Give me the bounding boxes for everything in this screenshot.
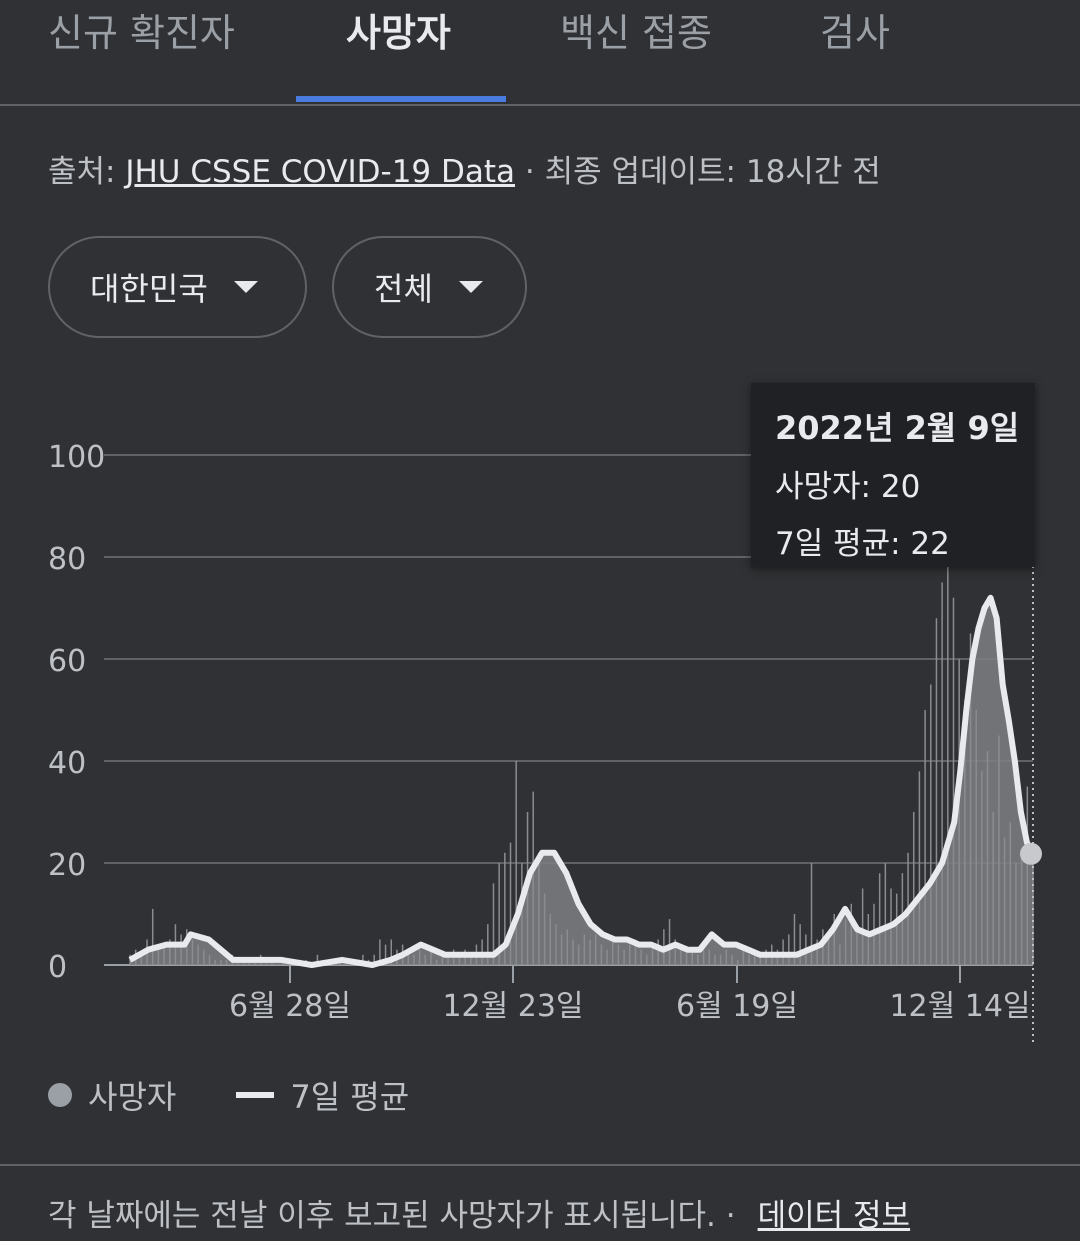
- chart-tooltip: 2022년 2월 9일 사망자: 20 7일 평균: 22: [751, 383, 1035, 567]
- chart-legend: 사망자 7일 평균: [48, 1072, 409, 1118]
- scope-value: 전체: [374, 270, 433, 308]
- scope-dropdown[interactable]: 전체: [332, 236, 527, 338]
- y-tick-label: 100: [48, 440, 105, 475]
- y-tick-label: 60: [48, 644, 86, 679]
- tab-deaths[interactable]: 사망자: [346, 11, 451, 55]
- dropdown-arrow-icon: [458, 281, 483, 293]
- tooltip-date: 2022년 2월 9일: [775, 409, 1020, 447]
- divider: [0, 1164, 1080, 1166]
- y-tick-label: 20: [48, 848, 86, 883]
- deaths-chart[interactable]: 0 20 40 60 80 100 6월 28일 12월 23일 6월 19일 12월 14일: [0, 360, 1080, 1060]
- tab-tests[interactable]: 검사: [820, 11, 890, 55]
- tab-new-cases[interactable]: 신규 확진자: [48, 11, 235, 55]
- y-tick-label: 80: [48, 542, 86, 577]
- source-link[interactable]: JHU CSSE COVID-19 Data: [125, 154, 516, 190]
- hover-point: [1020, 842, 1042, 865]
- average-legend-label: 7일 평균: [290, 1078, 410, 1116]
- data-info-link[interactable]: 데이터 정보: [757, 1198, 911, 1234]
- footer-text: 각 날짜에는 전날 이후 보고된 사망자가 표시됩니다. ·: [48, 1198, 736, 1234]
- x-tick-label: 6월 19일: [676, 989, 798, 1024]
- y-tick-label: 40: [48, 746, 86, 781]
- deaths-legend-label: 사망자: [88, 1078, 177, 1116]
- active-tab-indicator: [296, 96, 506, 102]
- x-tick-label: 6월 28일: [229, 989, 351, 1024]
- average-legend-marker: [236, 1092, 275, 1098]
- x-tick-label: 12월 14일: [889, 989, 1030, 1024]
- source-line: 출처: JHU CSSE COVID-19 Data · 최종 업데이트: 18…: [48, 146, 881, 191]
- deaths-legend-marker: [48, 1083, 72, 1107]
- tooltip-average: 7일 평균: 22: [775, 526, 950, 562]
- x-tick-label: 12월 23일: [442, 989, 583, 1024]
- footer-note: 각 날짜에는 전날 이후 보고된 사망자가 표시됩니다. · 데이터 정보: [48, 1190, 910, 1235]
- region-dropdown[interactable]: 대한민국: [48, 236, 307, 338]
- dropdown-arrow-icon: [233, 281, 258, 293]
- region-value: 대한민국: [90, 270, 208, 308]
- last-updated: · 최종 업데이트: 18시간 전: [515, 154, 881, 190]
- tab-bar: 신규 확진자 사망자 백신 접종 검사: [0, 0, 1080, 106]
- tab-vaccinations[interactable]: 백신 접종: [560, 11, 712, 55]
- tooltip-deaths: 사망자: 20: [775, 469, 921, 505]
- seven-day-average-line: [128, 594, 1036, 968]
- source-prefix: 출처:: [48, 154, 126, 190]
- y-tick-label: 0: [48, 950, 67, 985]
